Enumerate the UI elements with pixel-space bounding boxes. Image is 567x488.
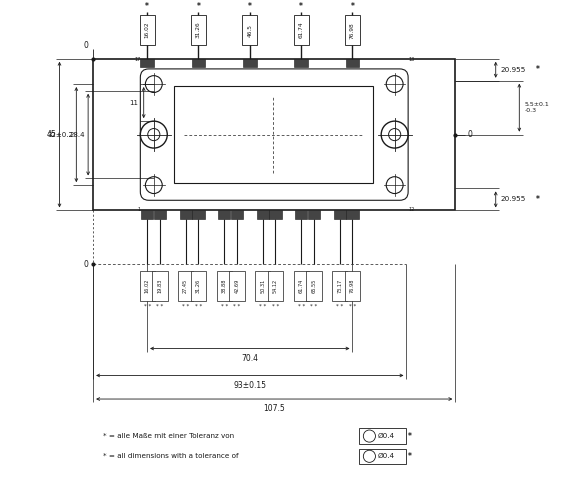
Bar [230, 271, 244, 301]
Bar [295, 210, 307, 219]
Text: 42.69: 42.69 [235, 279, 239, 293]
Bar [93, 59, 455, 210]
Bar [346, 59, 359, 67]
Text: * = all dimensions with a tolerance of: * = all dimensions with a tolerance of [103, 453, 239, 459]
Text: 27.45: 27.45 [183, 279, 188, 293]
Text: 31.26: 31.26 [196, 22, 201, 39]
Text: 32±0.2: 32±0.2 [48, 132, 74, 138]
Text: 20.955: 20.955 [501, 197, 526, 203]
Bar [306, 271, 321, 301]
Text: *: * [145, 2, 149, 11]
Bar [268, 271, 283, 301]
Text: 61.74: 61.74 [299, 22, 304, 39]
Bar [294, 15, 308, 45]
Text: 46.5: 46.5 [247, 23, 252, 37]
Text: *: * [299, 2, 303, 11]
Bar [191, 15, 206, 45]
Text: * *: * * [272, 304, 279, 309]
Text: 50.31: 50.31 [260, 279, 265, 293]
Bar [139, 271, 155, 301]
Text: *: * [248, 2, 252, 11]
Bar [294, 59, 308, 67]
Bar [178, 271, 193, 301]
Bar [218, 210, 230, 219]
Text: * *: * * [143, 304, 151, 309]
Bar [231, 210, 243, 219]
Text: 5.5±0.1
-0.3: 5.5±0.1 -0.3 [524, 102, 549, 113]
Text: * *: * * [336, 304, 343, 309]
Text: 28.4: 28.4 [70, 132, 86, 138]
Text: 1: 1 [137, 207, 141, 212]
Bar [346, 210, 358, 219]
Text: 13: 13 [408, 57, 414, 62]
Bar [180, 210, 192, 219]
Text: 11: 11 [130, 100, 139, 105]
Bar [359, 428, 407, 444]
Text: *: * [536, 65, 540, 74]
Bar [345, 271, 360, 301]
Bar [191, 271, 206, 301]
Bar [255, 271, 270, 301]
Text: 38.88: 38.88 [222, 279, 227, 293]
Text: 12: 12 [408, 207, 414, 212]
Text: 45: 45 [47, 130, 57, 139]
Text: *: * [536, 195, 540, 204]
Text: *: * [197, 2, 200, 11]
Bar [139, 15, 155, 45]
Text: 65.55: 65.55 [311, 279, 316, 293]
Text: *: * [350, 2, 354, 11]
Text: 107.5: 107.5 [263, 404, 285, 413]
Bar [332, 271, 347, 301]
Text: 17: 17 [134, 57, 141, 62]
Text: * *: * * [349, 304, 356, 309]
Text: 31.26: 31.26 [196, 279, 201, 293]
Text: * *: * * [156, 304, 164, 309]
Text: Ø0.4: Ø0.4 [378, 433, 395, 439]
Bar [153, 271, 168, 301]
Text: 0: 0 [83, 260, 88, 269]
Text: *: * [408, 431, 412, 441]
Text: 16.02: 16.02 [145, 22, 150, 39]
Bar [345, 15, 360, 45]
Text: 73.17: 73.17 [337, 279, 342, 293]
Bar [192, 210, 205, 219]
Text: 61.74: 61.74 [299, 279, 304, 293]
Text: * *: * * [259, 304, 266, 309]
Bar [359, 448, 407, 464]
Text: * *: * * [195, 304, 202, 309]
Bar [217, 271, 232, 301]
Bar [141, 210, 153, 219]
Text: * *: * * [234, 304, 240, 309]
Text: * *: * * [182, 304, 189, 309]
Text: 70.4: 70.4 [242, 353, 259, 363]
Bar [243, 59, 256, 67]
Text: 16.02: 16.02 [145, 279, 150, 293]
Text: 20.955: 20.955 [501, 67, 526, 73]
Text: 0: 0 [467, 130, 472, 139]
Text: 0: 0 [83, 41, 88, 50]
Text: 76.98: 76.98 [350, 22, 355, 39]
Bar [308, 210, 320, 219]
Text: 54.12: 54.12 [273, 279, 278, 293]
Text: * *: * * [310, 304, 318, 309]
Text: Ø0.4: Ø0.4 [378, 453, 395, 459]
Bar [154, 210, 166, 219]
Text: 19.83: 19.83 [158, 279, 163, 293]
Text: 76.98: 76.98 [350, 279, 355, 293]
Text: 93±0.15: 93±0.15 [233, 381, 266, 389]
Bar [294, 271, 308, 301]
Text: * *: * * [221, 304, 228, 309]
Bar [192, 59, 205, 67]
Text: *: * [408, 452, 412, 461]
Text: * = alle Maße mit einer Toleranz von: * = alle Maße mit einer Toleranz von [103, 433, 234, 439]
Text: * *: * * [298, 304, 305, 309]
Bar [141, 59, 154, 67]
Bar [269, 210, 282, 219]
Bar [333, 210, 346, 219]
Bar [174, 86, 373, 183]
Bar [257, 210, 269, 219]
Bar [242, 15, 257, 45]
